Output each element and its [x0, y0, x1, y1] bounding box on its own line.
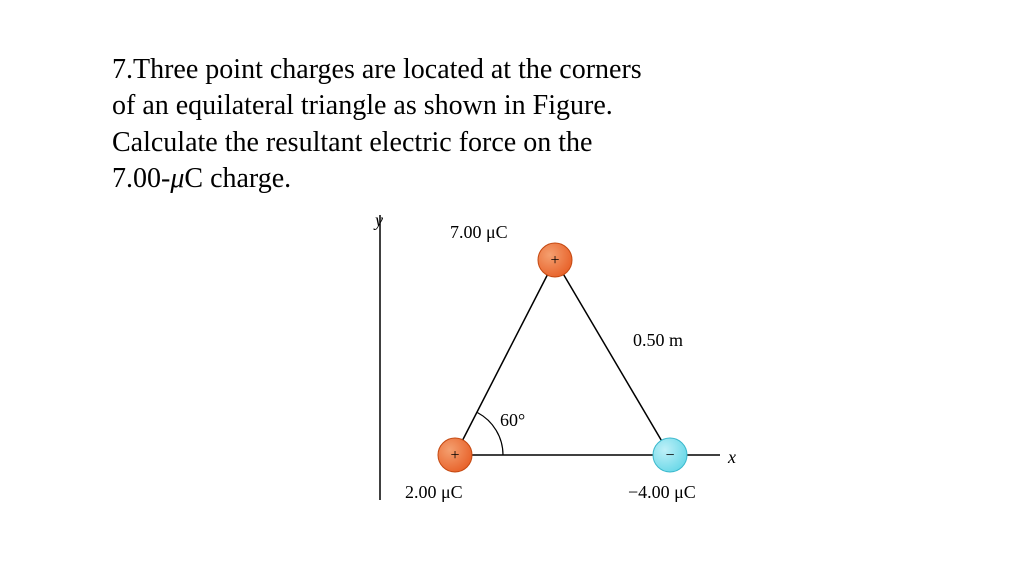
triangle-diagram: + + − y 7.00 μC 0.50 m 60° 2.00 μC −4.00 μ… — [330, 210, 810, 550]
problem-line4-end: C charge. — [184, 163, 291, 194]
problem-statement: 7.Three point charges are located at the… — [112, 52, 832, 198]
problem-line2: of an equilateral triangle as shown in F… — [112, 90, 613, 121]
svg-text:+: + — [550, 252, 559, 269]
y-axis-label: y — [375, 210, 383, 231]
svg-text:−: − — [665, 447, 674, 464]
x-axis-label: x — [728, 447, 736, 468]
problem-number: 7. — [112, 54, 133, 85]
top-charge-label: 7.00 μC — [450, 222, 508, 243]
diagram-svg: + + − — [330, 210, 810, 550]
problem-charge-value: 7.00- — [112, 163, 170, 194]
svg-text:+: + — [450, 447, 459, 464]
right-charge-label: −4.00 μC — [628, 482, 696, 503]
problem-line3: Calculate the resultant electric force o… — [112, 127, 592, 158]
problem-charge-unit: μ — [170, 163, 184, 194]
left-charge-label: 2.00 μC — [405, 482, 463, 503]
problem-line1: Three point charges are located at the c… — [133, 54, 642, 85]
angle-label: 60° — [500, 410, 525, 431]
side-length-label: 0.50 m — [633, 330, 683, 351]
